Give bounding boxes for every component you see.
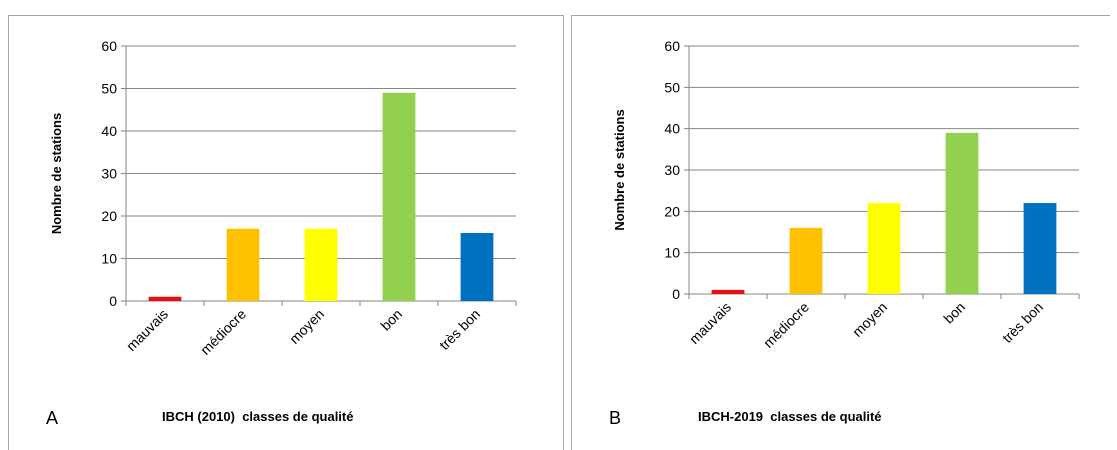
y-tick-label: 10 bbox=[101, 251, 117, 267]
chart-panel-b: 0 10 20 30 40 50 60 mauvais médiocre moyen bon très… bbox=[571, 15, 1110, 450]
x-axis-title-b: IBCH-2019 classes de qualité bbox=[698, 409, 882, 424]
y-tick-label: 20 bbox=[664, 203, 680, 219]
y-tick-label: 40 bbox=[664, 121, 680, 137]
bar-chart-a: 0 10 20 30 40 50 60 mauvais médiocre moyen bon très… bbox=[49, 38, 517, 358]
chart-panel-a: 0 10 20 30 40 50 60 mauvais médiocre moyen bon très… bbox=[8, 15, 564, 450]
panel-label-a: A bbox=[46, 408, 59, 428]
x-tick-label: bon bbox=[940, 299, 968, 327]
x-axis-title-a: IBCH (2010) classes de qualité bbox=[162, 409, 354, 424]
x-tick-label: médiocre bbox=[197, 306, 249, 358]
x-tick-label: moyen bbox=[849, 299, 890, 340]
panel-label-b: B bbox=[609, 408, 622, 428]
x-tick-label: médiocre bbox=[760, 299, 812, 351]
y-tick-label: 0 bbox=[109, 293, 117, 309]
bar-mauvais bbox=[711, 289, 745, 294]
y-tick-label: 60 bbox=[101, 38, 117, 54]
y-tick-label: 20 bbox=[101, 208, 117, 224]
y-tick-label: 10 bbox=[664, 245, 680, 261]
y-tick-label: 30 bbox=[664, 162, 680, 178]
y-axis-title: Nombre de stations bbox=[49, 113, 64, 234]
bar-chart-b: 0 10 20 30 40 50 60 mauvais médiocre moyen bon très… bbox=[612, 38, 1080, 351]
x-tick-label: très bon bbox=[436, 306, 483, 353]
bar-moyen bbox=[304, 228, 338, 301]
bar-médiocre bbox=[789, 227, 823, 294]
bar-bon bbox=[382, 92, 416, 301]
bar-très-bon bbox=[460, 233, 494, 301]
bar-mauvais bbox=[148, 296, 182, 301]
bar-bon bbox=[945, 132, 979, 294]
x-tick-label: bon bbox=[377, 306, 405, 334]
y-tick-label: 50 bbox=[101, 81, 117, 97]
bar-très-bon bbox=[1023, 203, 1057, 294]
y-tick-label: 30 bbox=[101, 166, 117, 182]
y-tick-label: 50 bbox=[664, 79, 680, 95]
y-tick-label: 40 bbox=[101, 123, 117, 139]
x-tick-label: très bon bbox=[999, 299, 1046, 346]
y-tick-label: 60 bbox=[664, 38, 680, 54]
y-axis-title: Nombre de stations bbox=[612, 109, 627, 230]
x-tick-label: mauvais bbox=[123, 306, 171, 354]
x-tick-label: moyen bbox=[286, 306, 327, 347]
y-tick-label: 0 bbox=[672, 286, 680, 302]
bar-moyen bbox=[867, 203, 901, 294]
bar-médiocre bbox=[226, 228, 260, 301]
x-tick-label: mauvais bbox=[686, 299, 734, 347]
